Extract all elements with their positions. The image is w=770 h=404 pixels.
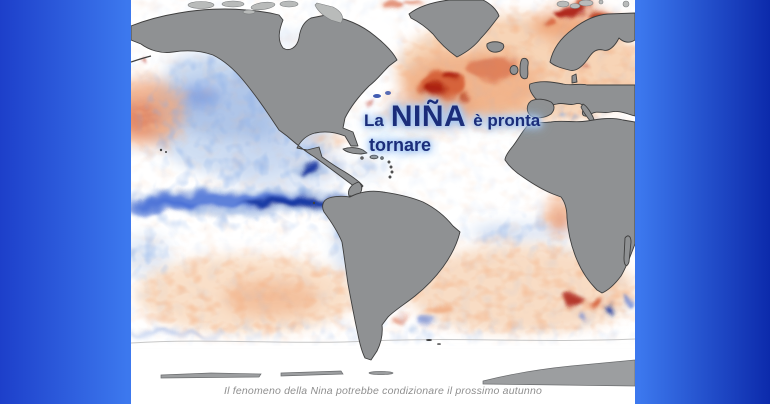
cold-anomaly-strong	[131, 110, 633, 337]
landmasses	[131, 0, 635, 361]
arctic-islands	[187, 0, 630, 24]
south-america	[322, 190, 461, 361]
africa	[504, 118, 635, 294]
headline-word-la: La	[364, 111, 384, 130]
europe	[526, 12, 635, 129]
greenland	[408, 0, 500, 58]
madagascar	[623, 235, 632, 266]
pacific-islands	[131, 55, 316, 205]
denmark	[571, 73, 578, 84]
antarctica	[160, 359, 635, 387]
aleutian-arc	[131, 55, 152, 63]
north-america	[131, 8, 398, 191]
iceland	[486, 41, 505, 53]
headline-line2: tornare	[369, 136, 431, 154]
headline-line1: La NIÑA è pronta	[364, 102, 540, 132]
south-atlantic-islets	[426, 339, 441, 345]
headline-word-nina: NIÑA	[390, 100, 467, 133]
headline-word-tornare: tornare	[369, 135, 432, 155]
iberia	[526, 98, 555, 119]
headline-area-specks	[373, 91, 391, 98]
photo-caption: Il fenomeno della Nina potrebbe condizio…	[223, 385, 543, 397]
hispaniola	[369, 154, 379, 160]
headline-phrase-pronta: è pronta	[473, 111, 541, 130]
british-isles	[509, 57, 529, 80]
anomaly-map-svg	[131, 0, 635, 404]
scandinavia	[549, 12, 635, 71]
warm-anomaly-strong	[141, 0, 609, 322]
southern-fade	[131, 328, 635, 350]
cuba	[342, 147, 368, 155]
caribbean-islands	[342, 147, 394, 179]
sst-anomaly-photo: La NIÑA è pronta tornare Il fenomeno del…	[131, 0, 635, 404]
